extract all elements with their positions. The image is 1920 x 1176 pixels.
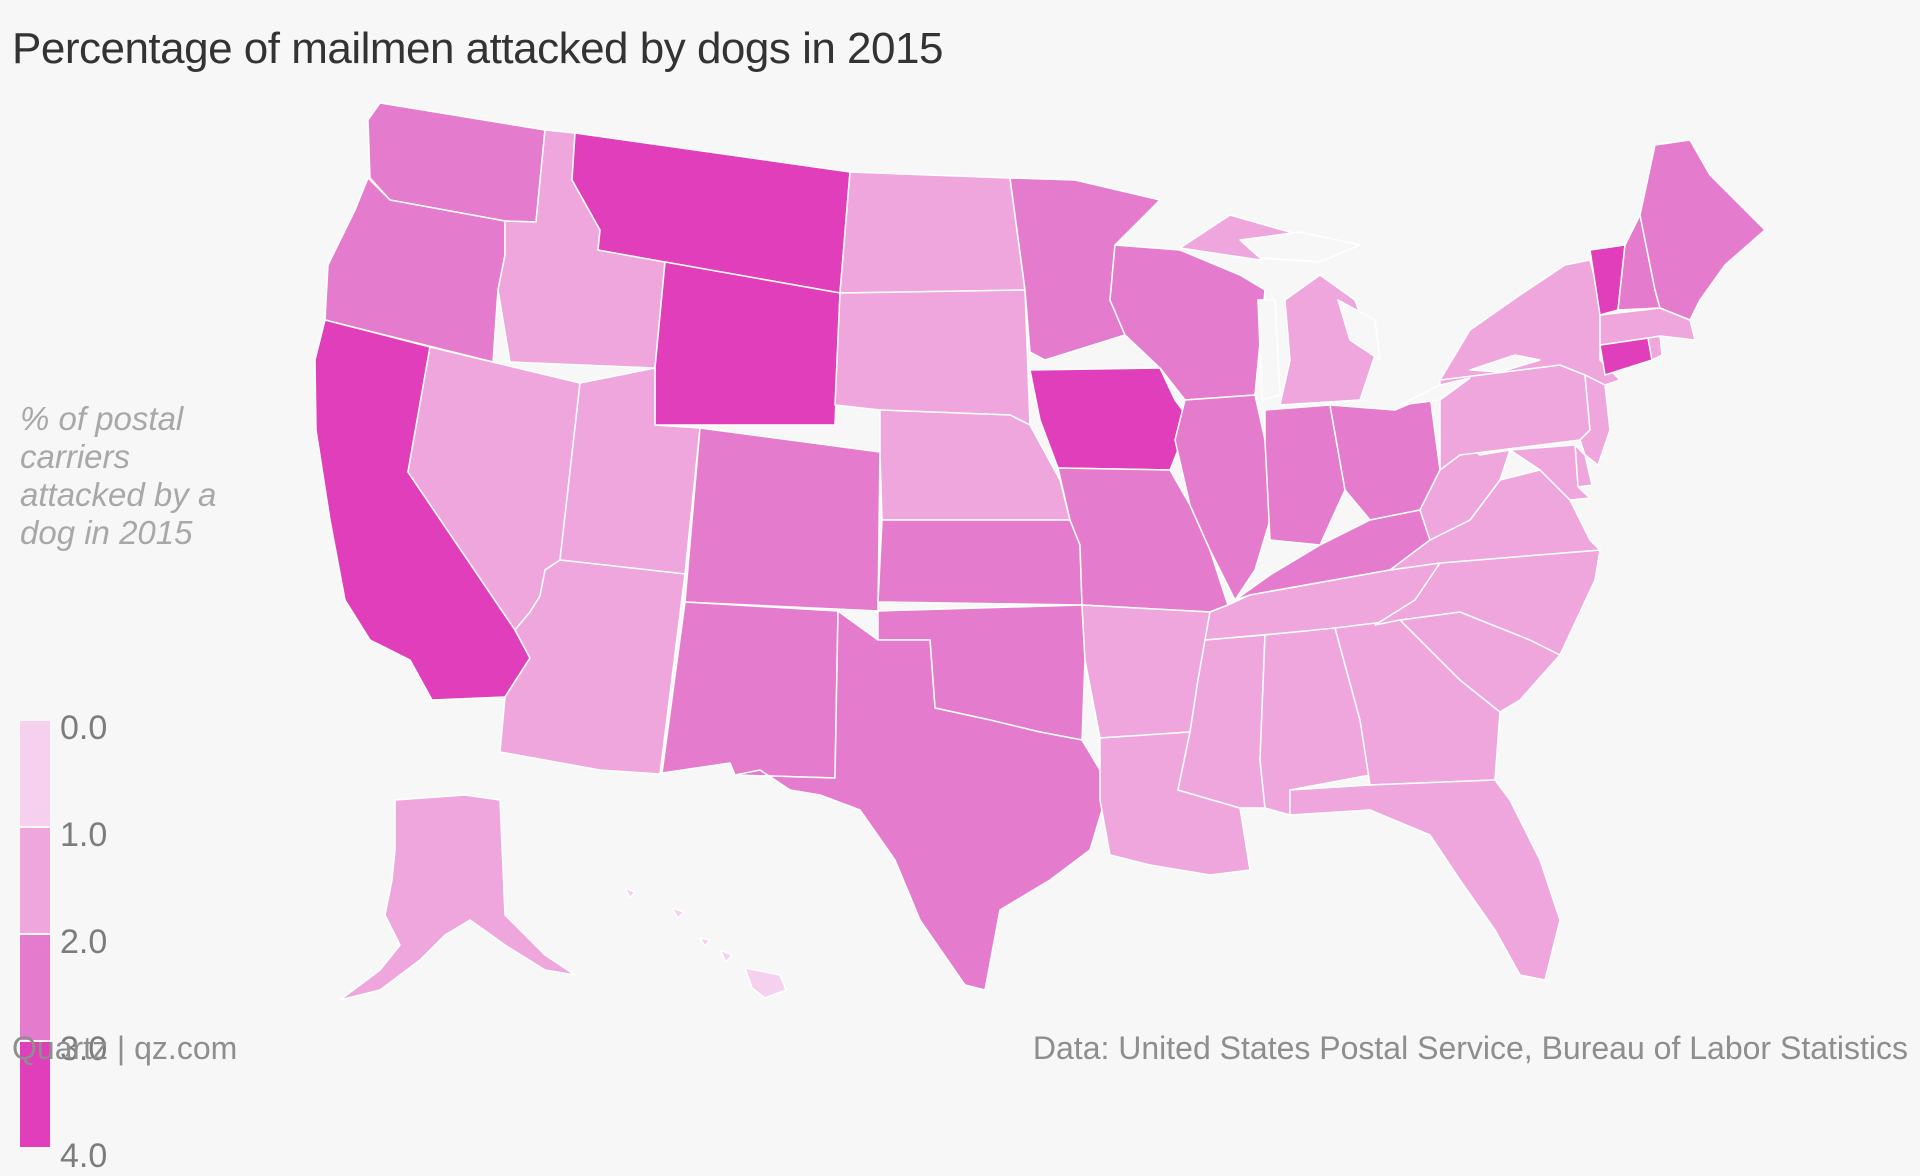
legend-tick-3: 3.0 bbox=[60, 1030, 108, 1068]
legend-tick-2: 2.0 bbox=[60, 923, 108, 961]
legend-swatch-2 bbox=[20, 935, 50, 1040]
state-ak bbox=[339, 794, 576, 1001]
state-il bbox=[1174, 394, 1271, 601]
state-nm bbox=[661, 601, 839, 779]
state-ar bbox=[1081, 604, 1211, 739]
legend-swatch-1 bbox=[20, 828, 50, 933]
great-lake-3 bbox=[1399, 377, 1471, 406]
legend-tick-4: 4.0 bbox=[60, 1137, 108, 1175]
great-lake-4 bbox=[1469, 354, 1541, 373]
state-az bbox=[499, 559, 686, 775]
state-hi bbox=[624, 887, 787, 999]
state-oh bbox=[1329, 394, 1441, 521]
legend: % of postal carriers attacked by a dog i… bbox=[20, 400, 260, 1175]
legend-title: % of postal carriers attacked by a dog i… bbox=[20, 400, 217, 551]
state-co bbox=[684, 427, 881, 612]
footer-source: Quartz | qz.com bbox=[12, 1030, 238, 1066]
state-sd bbox=[834, 289, 1031, 426]
state-fl bbox=[1289, 779, 1561, 981]
state-ny bbox=[1439, 259, 1621, 386]
state-nj bbox=[1579, 374, 1611, 466]
state-me bbox=[1639, 139, 1766, 321]
footer-credit: Data: United States Postal Service, Bure… bbox=[1032, 1030, 1908, 1066]
state-nd bbox=[839, 171, 1026, 294]
great-lake-0 bbox=[1239, 231, 1361, 263]
legend-tick-1: 1.0 bbox=[60, 816, 108, 854]
state-md bbox=[1509, 444, 1591, 501]
state-ia bbox=[1029, 367, 1191, 471]
state-ne bbox=[879, 409, 1071, 521]
great-lake-1 bbox=[1257, 299, 1281, 401]
state-wy bbox=[654, 261, 841, 426]
legend-tick-0: 0.0 bbox=[60, 709, 108, 747]
legend-swatch-0 bbox=[20, 721, 50, 826]
state-tx bbox=[734, 610, 1106, 991]
chart-title: Percentage of mailmen attacked by dogs i… bbox=[12, 24, 943, 73]
state-or bbox=[324, 177, 506, 363]
us-choropleth-map bbox=[314, 102, 1766, 1001]
state-ks bbox=[877, 519, 1083, 606]
great-lake-2 bbox=[1337, 299, 1381, 361]
